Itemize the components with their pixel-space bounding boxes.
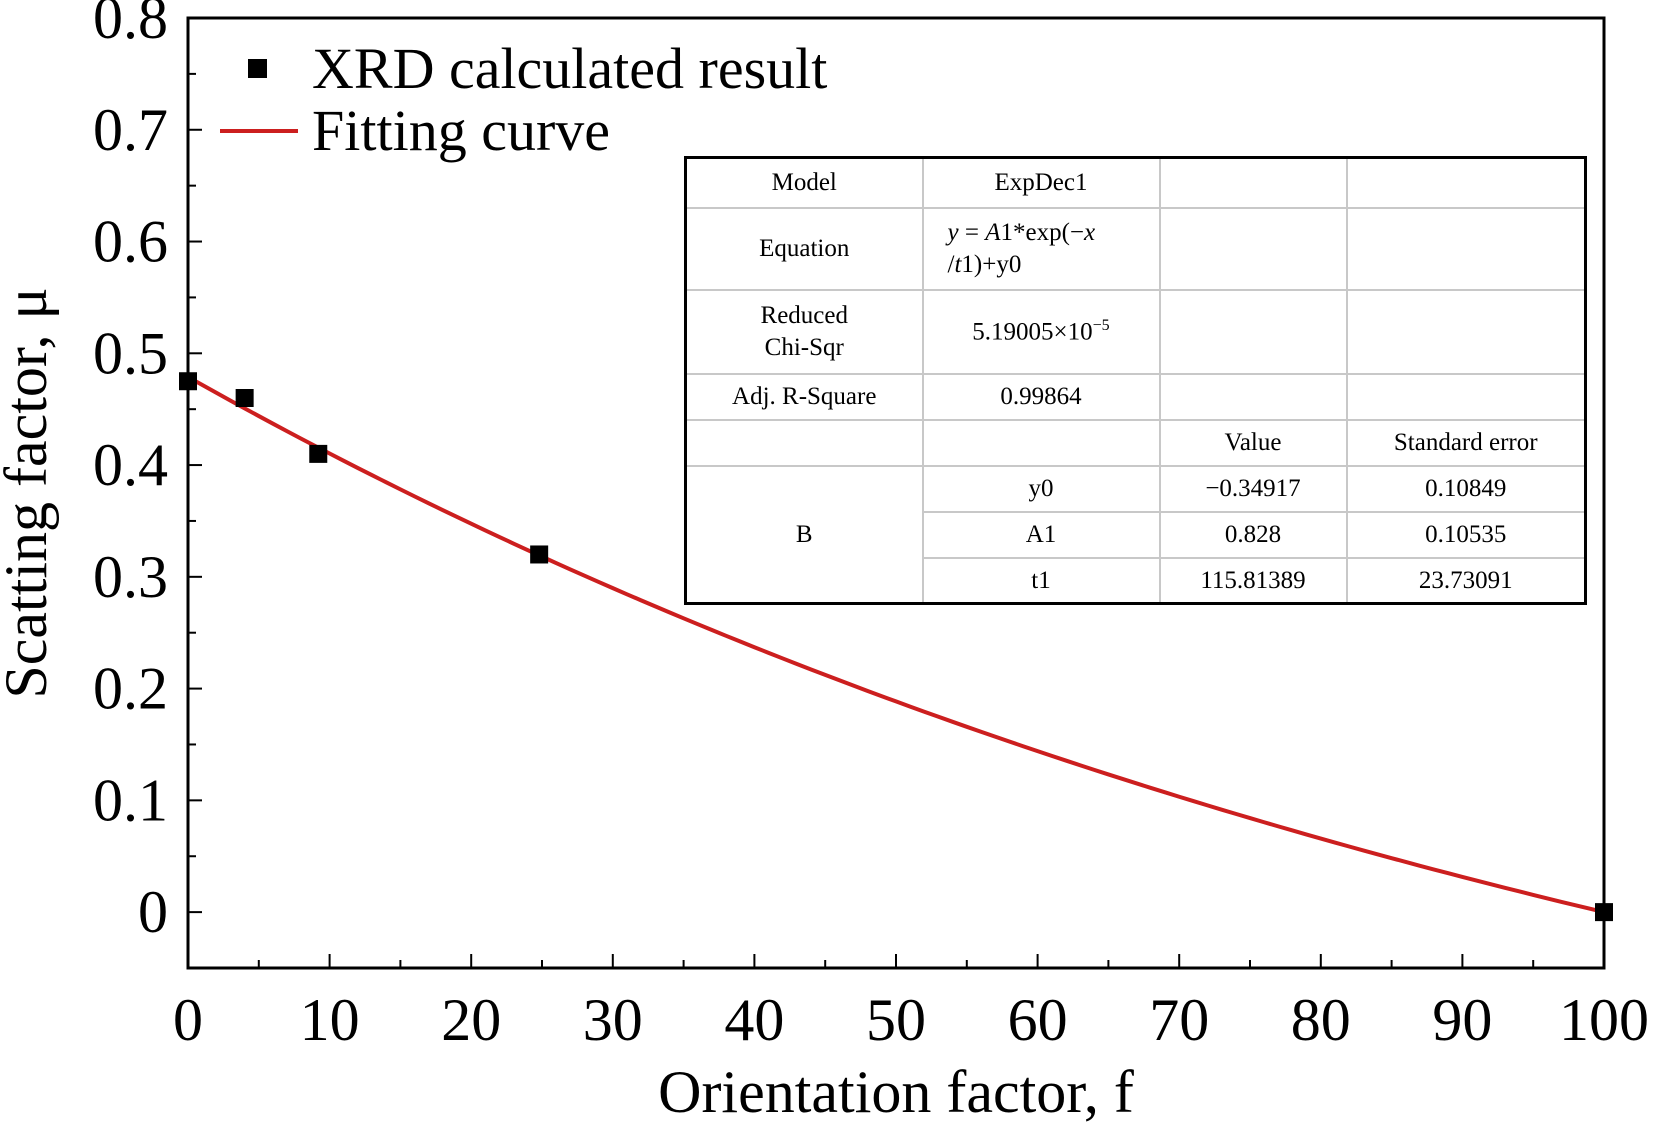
y-tick-label: 0 [138, 879, 168, 945]
x-tick-label: 50 [866, 987, 926, 1053]
equation-value: y = A1*exp(−x/t1)+y0 [921, 206, 1161, 291]
value-header: Value [1158, 418, 1348, 467]
y-axis-title: Scatting factor, μ [0, 287, 59, 698]
chi-value: 5.19005×10−5 [921, 288, 1161, 375]
x-tick-label: 70 [1149, 987, 1209, 1053]
param-name: A1 [921, 510, 1161, 559]
x-tick-label: 60 [1008, 987, 1068, 1053]
y-tick-label: 0.3 [93, 544, 168, 610]
model-label: Model [684, 156, 924, 209]
data-point [530, 545, 549, 564]
x-tick-label: 40 [724, 987, 784, 1053]
param-stderr: 0.10535 [1345, 510, 1587, 559]
y-tick-label: 0.6 [93, 209, 168, 275]
equation-label: Equation [684, 206, 924, 291]
y-tick-label: 0.4 [93, 432, 168, 498]
table-row-r2: Adj. R-Square 0.99864 [684, 372, 1587, 421]
legend-marker-square [248, 59, 267, 78]
param-value: 0.828 [1158, 510, 1348, 559]
fit-parameters-table: Model ExpDec1 Equation y = A1*exp(−x/t1)… [684, 156, 1587, 605]
r2-value: 0.99864 [921, 372, 1161, 421]
param-value: 115.81389 [1158, 556, 1348, 605]
fitting-curve-line [187, 375, 1605, 915]
legend: XRD calculated result Fitting curve [220, 36, 827, 163]
x-tick-label: 30 [583, 987, 643, 1053]
param-value: −0.34917 [1158, 464, 1348, 513]
chi-label: Reduced Chi-Sqr [684, 288, 924, 375]
r2-label: Adj. R-Square [684, 372, 924, 421]
y-tick-labels: 0 0.1 0.2 0.3 0.4 0.5 0.6 0.7 0.8 [93, 0, 168, 945]
table-row-model: Model ExpDec1 [684, 156, 1587, 209]
y-tick-label: 0.5 [93, 320, 168, 386]
stderr-header: Standard error [1345, 418, 1587, 467]
plot-frame [186, 16, 1606, 970]
table-row-equation: Equation y = A1*exp(−x/t1)+y0 [684, 206, 1587, 291]
table-row-chi: Reduced Chi-Sqr 5.19005×10−5 [684, 288, 1587, 375]
y-tick-label: 0.8 [93, 0, 168, 51]
x-tick-label: 90 [1432, 987, 1492, 1053]
x-tick-label: 100 [1559, 987, 1649, 1053]
x-axis-title: Orientation factor, f [658, 1059, 1134, 1125]
y-tick-label: 0.1 [93, 767, 168, 833]
table-row-param: B y0 −0.34917 0.10849 [684, 464, 1587, 605]
model-value: ExpDec1 [921, 156, 1161, 209]
param-name: t1 [921, 556, 1161, 605]
x-tick-label: 80 [1291, 987, 1351, 1053]
x-tick-label: 10 [300, 987, 360, 1053]
group-label: B [684, 464, 924, 605]
param-name: y0 [921, 464, 1161, 513]
x-tick-labels: 0 10 20 30 40 50 60 70 80 90 100 [173, 987, 1649, 1053]
data-point [235, 389, 254, 407]
x-tick-label: 0 [173, 987, 203, 1053]
table-row-header: Value Standard error [684, 418, 1587, 467]
legend-label-xrd: XRD calculated result [312, 36, 827, 101]
x-tick-label: 20 [441, 987, 501, 1053]
param-stderr: 0.10849 [1345, 464, 1587, 513]
legend-label-fit: Fitting curve [312, 98, 610, 163]
table-row-param: A1 0.828 0.10535 [686, 510, 1587, 559]
y-tick-label: 0.2 [93, 656, 168, 722]
table-row-param: t1 115.81389 23.73091 [686, 556, 1587, 605]
y-tick-label: 0.7 [93, 97, 168, 163]
param-stderr: 23.73091 [1345, 556, 1587, 605]
data-point [309, 444, 328, 463]
